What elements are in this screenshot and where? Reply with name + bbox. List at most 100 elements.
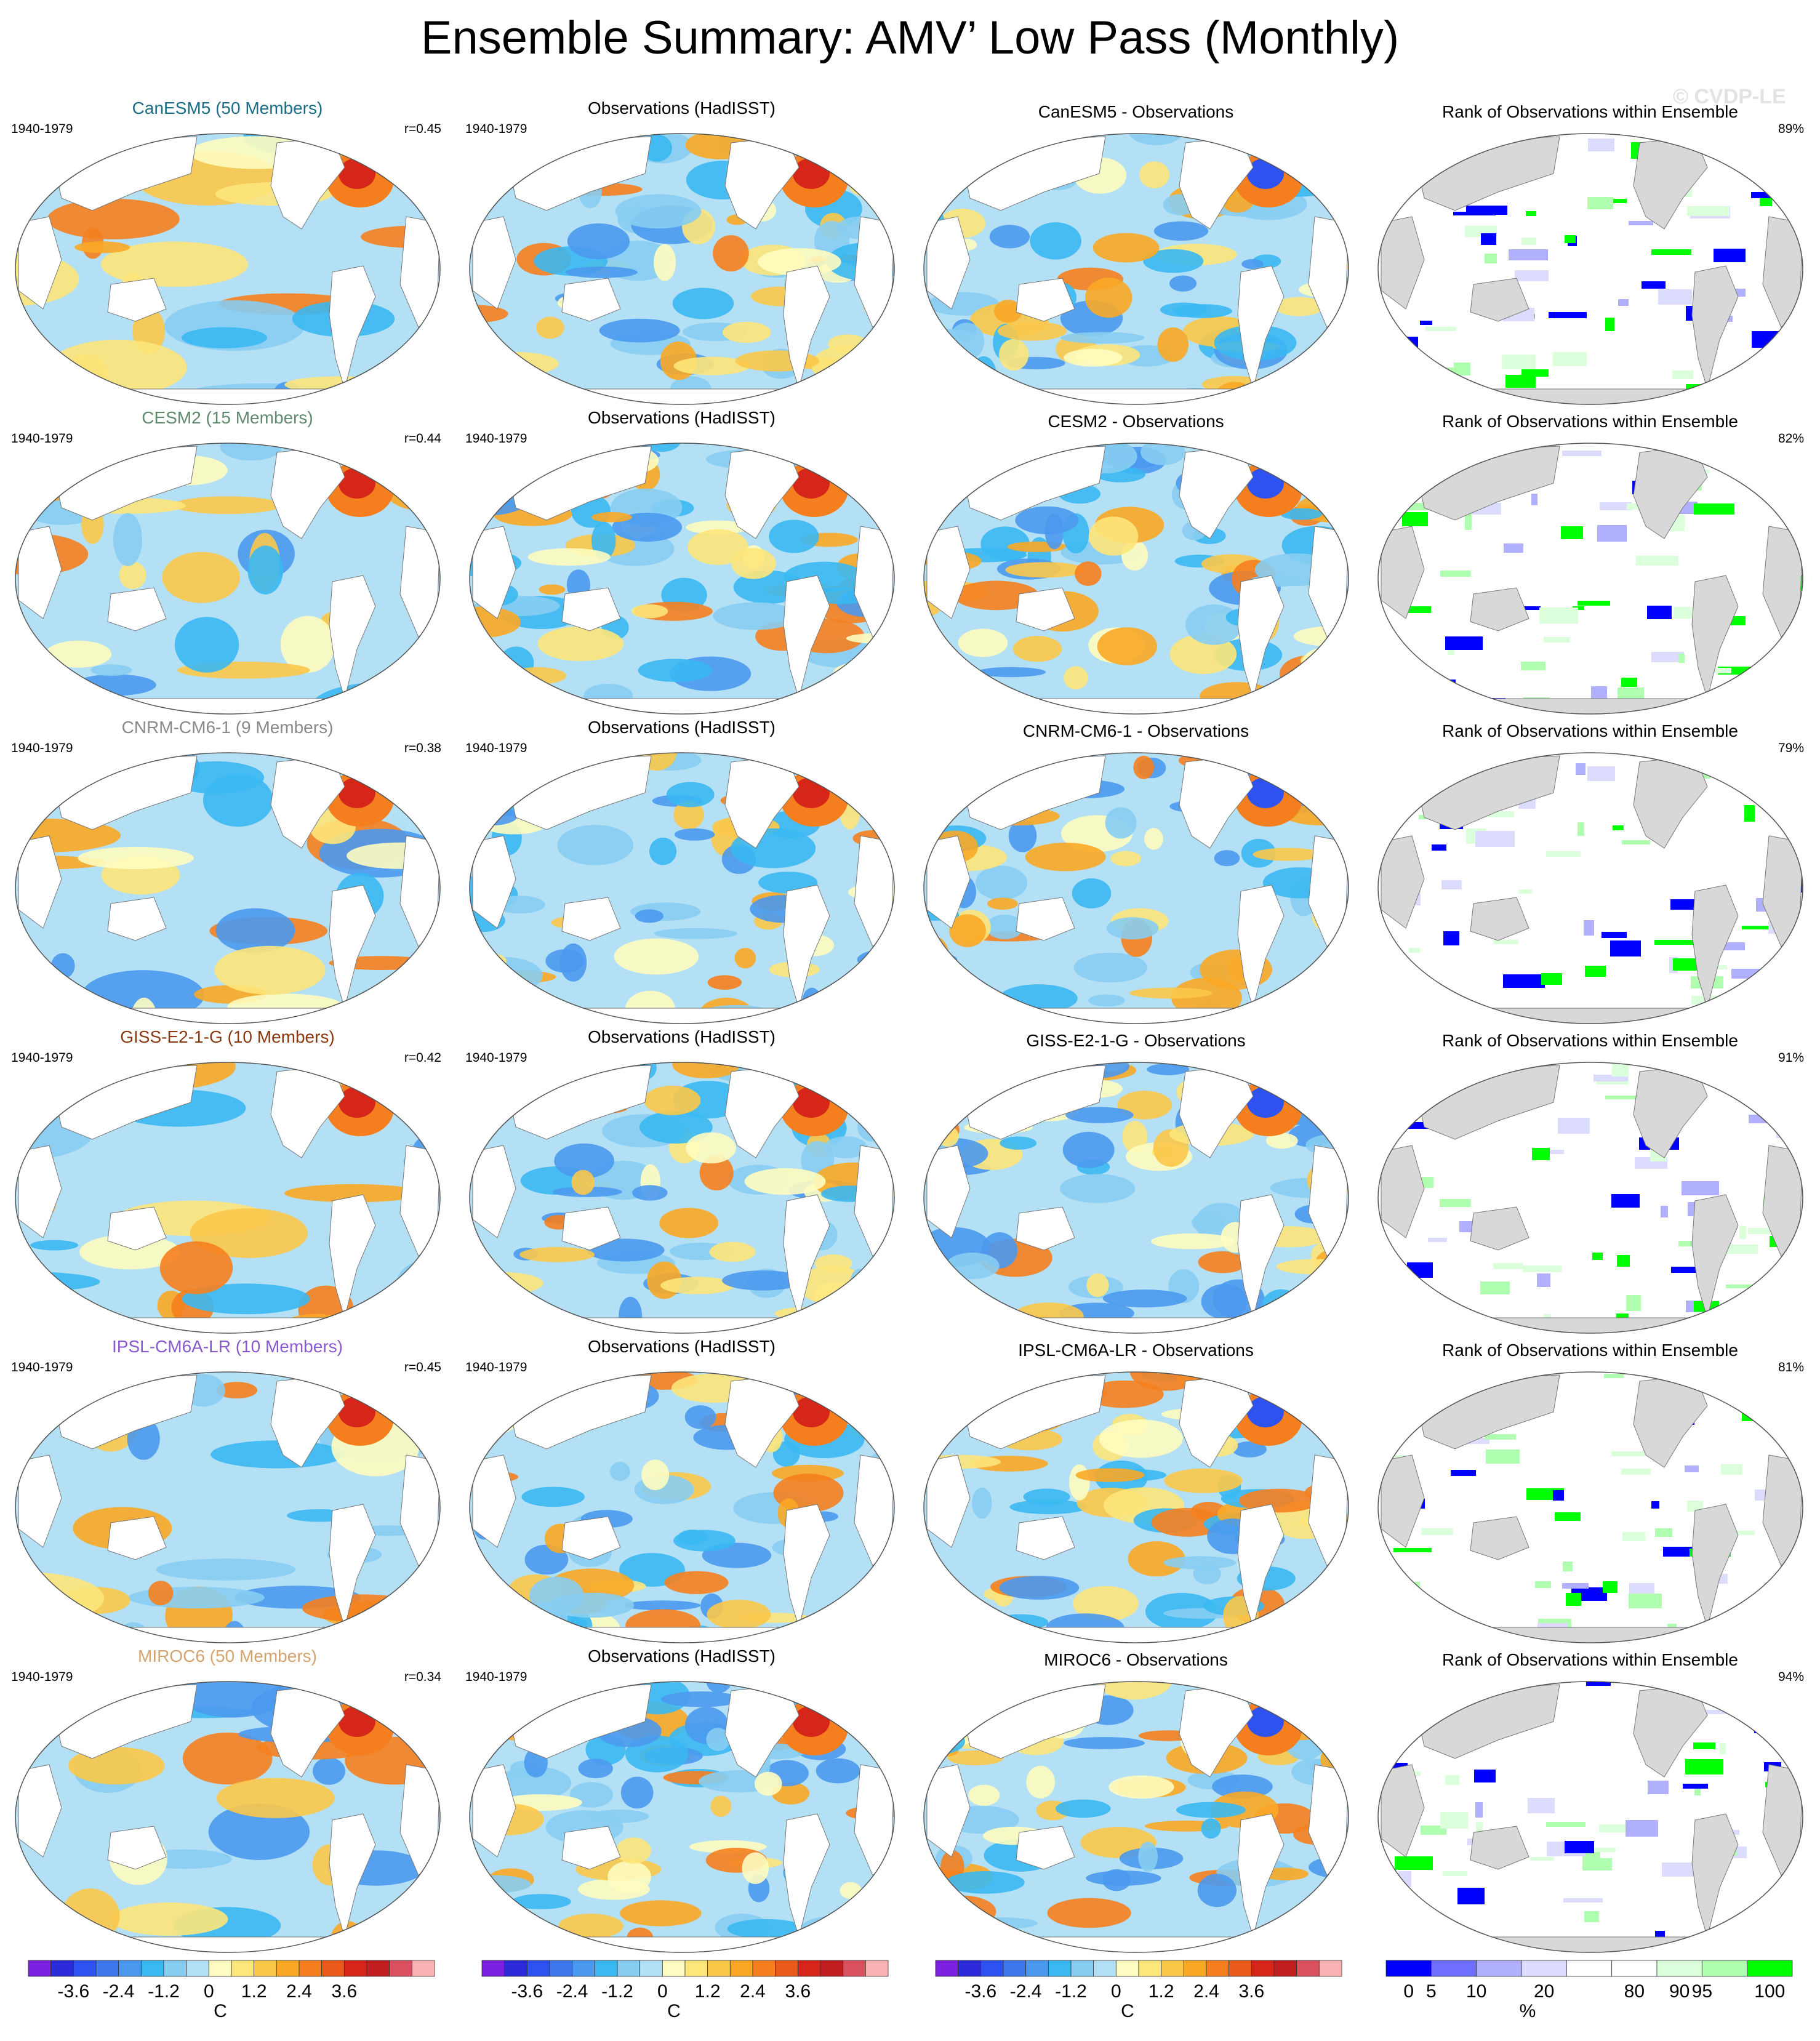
map-diff [921,440,1352,717]
rank-title: Rank of Observations within Ensemble [1442,1031,1738,1050]
map-panel-diff: GISS-E2-1-G - Observations [908,1027,1363,1336]
period-label: 1940-1979 [11,1360,73,1374]
colorbar-tick-label: 20 [1533,1981,1555,2002]
map-panel-obs: Observations (HadISST) 1940-1979 [454,98,909,407]
obs-title: Observations (HadISST) [588,98,776,118]
model-title: CanESM5 (50 Members) [132,98,323,118]
period-label: 1940-1979 [465,741,527,755]
colorbar-tick-label: 1.2 [694,1981,721,2002]
map-panel-rank: Rank of Observations within Ensemble 91% [1363,1027,1818,1336]
colorbar-tick-label: -3.6 [964,1981,997,2002]
colorbar-tick-label: -2.4 [102,1981,135,2002]
obs-title: Observations (HadISST) [588,1646,776,1666]
colorbar-tick-label: 3.6 [785,1981,811,2002]
colorbar-tick-label: 0 [657,1981,668,2002]
map-panel-rank: Rank of Observations within Ensemble 94% [1363,1646,1818,1955]
rank-percent-label: 91% [1778,1051,1804,1065]
colorbar-tick-label: -2.4 [1009,1981,1042,2002]
rank-percent-label: 89% [1778,122,1804,136]
map-model [12,130,443,407]
period-label: 1940-1979 [11,122,73,136]
sst-colorbar-1: -3.6 -2.4 -1.2 0 1.2 2.4 3.6 C [481,1960,889,2028]
colorbar-unit-label: C [1121,2001,1134,2021]
map-panel-diff: CanESM5 - Observations [908,98,1363,407]
obs-title: Observations (HadISST) [588,1337,776,1356]
model-title: MIROC6 (50 Members) [138,1646,317,1666]
obs-title: Observations (HadISST) [588,718,776,737]
diff-title: CanESM5 - Observations [1038,102,1234,121]
diff-title: CNRM-CM6-1 - Observations [1022,721,1249,740]
diff-title: GISS-E2-1-G - Observations [1026,1031,1246,1050]
rank-colorbar: 0 5 10 20 80 90 95 100% [1385,1960,1793,2028]
map-model [12,750,443,1027]
map-rank [1375,750,1806,1027]
model-title: GISS-E2-1-G (10 Members) [120,1027,335,1046]
colorbar-tick-label: -2.4 [556,1981,588,2002]
map-panel-rank: Rank of Observations within Ensemble 81% [1363,1337,1818,1646]
map-panel-diff: IPSL-CM6A-LR - Observations [908,1337,1363,1646]
map-rank [1375,440,1806,717]
colorbar-unit-label: % [1519,2001,1536,2021]
map-model [12,1678,443,1955]
map-obs [467,1369,897,1646]
colorbar-tick-label: 2.4 [740,1981,766,2002]
map-panel-model: CanESM5 (50 Members) 1940-1979 r=0.45 [0,98,455,407]
colorbar-tick-label: 0 [203,1981,214,2002]
period-label: 1940-1979 [465,1670,527,1684]
map-rank [1375,1369,1806,1646]
map-diff [921,130,1352,407]
sst-colorbar-0: -3.6 -2.4 -1.2 0 1.2 2.4 3.6 C [28,1960,435,2028]
period-label: 1940-1979 [465,1051,527,1065]
map-panel-model: CESM2 (15 Members) 1940-1979 r=0.44 [0,408,455,717]
colorbar-tick-label: 0 [1110,1981,1121,2002]
model-title: IPSL-CM6A-LR (10 Members) [112,1337,343,1356]
map-obs [467,1678,897,1955]
rank-percent-label: 81% [1778,1360,1804,1374]
colorbar-tick-label: 1.2 [241,1981,267,2002]
rank-title: Rank of Observations within Ensemble [1442,412,1738,431]
rank-percent-label: 82% [1778,431,1804,446]
map-diff [921,750,1352,1027]
map-panel-obs: Observations (HadISST) 1940-1979 [454,408,909,717]
correlation-label: r=0.44 [404,431,441,446]
colorbar-unit-label: C [667,2001,681,2021]
map-panel-rank: Rank of Observations within Ensemble 82% [1363,408,1818,717]
period-label: 1940-1979 [465,1360,527,1374]
colorbar-tick-label: -1.2 [1055,1981,1087,2002]
map-panel-diff: CNRM-CM6-1 - Observations [908,718,1363,1027]
correlation-label: r=0.38 [404,741,441,755]
period-label: 1940-1979 [11,741,73,755]
correlation-label: r=0.34 [404,1670,441,1684]
period-label: 1940-1979 [465,431,527,446]
rank-title: Rank of Observations within Ensemble [1442,102,1738,121]
map-model [12,1369,443,1646]
map-rank [1375,1678,1806,1955]
colorbar-unit-label: C [214,2001,227,2021]
rank-title: Rank of Observations within Ensemble [1442,1341,1738,1360]
rank-title: Rank of Observations within Ensemble [1442,721,1738,740]
map-panel-model: IPSL-CM6A-LR (10 Members) 1940-1979 r=0.45 [0,1337,455,1646]
watermark: © CVDP-LE [1673,85,1786,108]
map-panel-model: MIROC6 (50 Members) 1940-1979 r=0.34 [0,1646,455,1955]
diff-title: MIROC6 - Observations [1044,1650,1228,1669]
colorbar-tick-label: 2.4 [286,1981,312,2002]
colorbar-tick-label: -1.2 [601,1981,633,2002]
correlation-label: r=0.45 [404,1360,441,1374]
map-rank [1375,1059,1806,1336]
map-panel-diff: CESM2 - Observations [908,408,1363,717]
map-diff [921,1059,1352,1336]
period-label: 1940-1979 [11,1670,73,1684]
colorbar-tick-label: 2.4 [1193,1981,1219,2002]
colorbar-tick-label: -3.6 [511,1981,543,2002]
rank-percent-label: 94% [1778,1670,1804,1684]
obs-title: Observations (HadISST) [588,408,776,427]
map-panel-diff: MIROC6 - Observations [908,1646,1363,1955]
map-panel-obs: Observations (HadISST) 1940-1979 [454,718,909,1027]
rank-title: Rank of Observations within Ensemble [1442,1650,1738,1669]
colorbar-tick-label: 3.6 [1238,1981,1265,2002]
diff-title: CESM2 - Observations [1048,412,1224,431]
map-model [12,440,443,717]
map-diff [921,1369,1352,1646]
correlation-label: r=0.45 [404,122,441,136]
map-panel-obs: Observations (HadISST) 1940-1979 [454,1337,909,1646]
